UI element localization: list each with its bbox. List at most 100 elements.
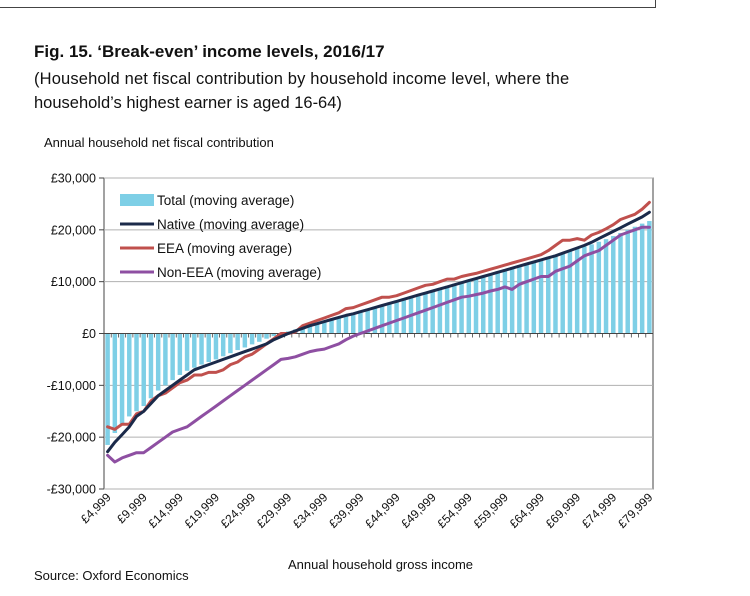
bar-total — [444, 285, 450, 334]
bar-total — [647, 221, 652, 334]
legend-swatch-total — [120, 194, 154, 206]
bar-total — [538, 258, 544, 334]
bar-total — [473, 277, 479, 334]
y-axis-label: Annual household net fiscal contribution — [44, 135, 274, 150]
bar-total — [199, 333, 204, 365]
x-tick-label: £14,999 — [145, 490, 186, 531]
x-tick-label: £39,999 — [326, 490, 367, 531]
bar-total — [127, 333, 132, 417]
bar-total — [459, 281, 464, 334]
bar-total — [242, 333, 248, 348]
bar-total — [220, 333, 226, 357]
bar-total — [567, 250, 573, 334]
bar-total — [488, 273, 493, 334]
bar-total — [365, 308, 370, 334]
bar-total — [603, 239, 609, 334]
x-tick-label: £64,999 — [507, 490, 548, 531]
bar-total — [343, 314, 349, 334]
x-tick-label: £69,999 — [543, 490, 584, 531]
bar-total — [430, 289, 435, 334]
x-axis-label: Annual household gross income — [288, 557, 474, 572]
x-tick-label: £49,999 — [398, 490, 439, 531]
y-tick-label: -£10,000 — [47, 379, 96, 393]
x-tick-label: £74,999 — [579, 490, 620, 531]
figure-subtitle-line-2: household’s highest earner is aged 16-64… — [34, 94, 342, 112]
right-border-line — [655, 0, 656, 8]
bar-total — [394, 300, 399, 334]
y-tick-label: £10,000 — [51, 275, 96, 289]
bar-total — [582, 246, 587, 334]
bar-total — [119, 333, 125, 425]
bar-total — [618, 232, 623, 334]
bar-total — [611, 236, 616, 334]
bar-total — [257, 333, 262, 342]
bar-total — [481, 275, 486, 334]
bar-total — [379, 304, 385, 334]
y-tick-label: £0 — [82, 327, 96, 341]
bar-total — [228, 333, 233, 354]
bar-total — [509, 267, 515, 334]
bar-total — [423, 292, 428, 334]
x-tick-label: £29,999 — [254, 490, 295, 531]
x-tick-label: £44,999 — [362, 490, 403, 531]
bar-total — [112, 333, 118, 434]
top-border-line — [0, 7, 655, 8]
legend-label: Total (moving average) — [157, 193, 294, 208]
x-tick-label: £54,999 — [434, 490, 475, 531]
non-eea-line — [106, 225, 651, 464]
bar-total — [553, 254, 558, 334]
bar-total — [235, 333, 240, 351]
bar-total — [466, 279, 472, 334]
bar-total — [314, 323, 320, 334]
bar-total — [148, 333, 154, 399]
bar-total — [134, 333, 139, 412]
bar-total — [531, 260, 537, 334]
legend-label: EEA (moving average) — [157, 241, 292, 256]
bar-total — [358, 310, 363, 334]
figure-subtitle-line-1: (Household net fiscal contribution by ho… — [34, 70, 570, 88]
bar-total — [596, 241, 602, 334]
x-tick-label: £34,999 — [290, 490, 331, 531]
bar-total — [163, 333, 168, 386]
y-tick-label: -£30,000 — [47, 483, 96, 497]
bar-total — [372, 306, 378, 334]
bar-total — [502, 269, 508, 334]
source-note: Source: Oxford Economics — [34, 568, 189, 583]
bar-total — [524, 263, 529, 334]
eea-line — [106, 200, 651, 431]
bar-total — [560, 252, 565, 334]
bar-total — [184, 333, 190, 371]
x-tick-label: £79,999 — [615, 490, 656, 531]
bar-total — [300, 327, 305, 334]
bar-total — [177, 333, 183, 375]
bar-total — [206, 333, 211, 363]
y-tick-label: £20,000 — [51, 223, 96, 237]
bar-total — [350, 312, 356, 334]
bar-total — [271, 333, 276, 337]
x-tick-label: £24,999 — [218, 490, 259, 531]
y-tick-label: -£20,000 — [47, 431, 96, 445]
bar-total — [213, 333, 219, 360]
legend-label: Native (moving average) — [157, 217, 304, 232]
bar-total — [105, 333, 110, 445]
bar-total — [632, 226, 638, 334]
legend-label: Non-EEA (moving average) — [157, 265, 321, 280]
y-tick-label: £30,000 — [51, 172, 96, 186]
x-tick-label: £59,999 — [470, 490, 511, 531]
bar-total — [141, 333, 146, 407]
bar-total — [546, 256, 551, 334]
figure-title: Fig. 15. ‘Break-even’ income levels, 201… — [34, 42, 385, 61]
bar-total — [574, 248, 580, 334]
bar-total — [387, 302, 392, 334]
bar-total — [329, 318, 334, 334]
bar-total — [589, 244, 594, 334]
bar-total — [495, 271, 500, 334]
bar-total — [639, 223, 645, 334]
native-line — [106, 210, 651, 454]
bar-total — [192, 333, 197, 368]
bar-total — [170, 333, 175, 381]
bar-total — [401, 298, 407, 334]
bar-total — [437, 287, 443, 334]
bar-total — [336, 316, 342, 334]
